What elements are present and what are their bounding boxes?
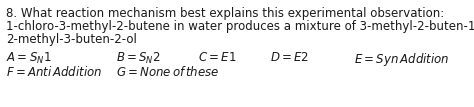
Text: $D = E2$: $D = E2$: [270, 51, 309, 64]
Text: $F = Anti\,Addition$: $F = Anti\,Addition$: [6, 65, 102, 79]
Text: $A = S_{N}1$: $A = S_{N}1$: [6, 51, 51, 66]
Text: $E = Syn\,Addition$: $E = Syn\,Addition$: [354, 51, 449, 68]
Text: 1-chloro-3-methyl-2-butene in water produces a mixture of 3-methyl-2-buten-1-ol : 1-chloro-3-methyl-2-butene in water prod…: [6, 20, 474, 33]
Text: $C = E1$: $C = E1$: [198, 51, 237, 64]
Text: 2-methyl-3-buten-2-ol: 2-methyl-3-buten-2-ol: [6, 33, 137, 46]
Text: $G = None\,of\,these$: $G = None\,of\,these$: [116, 65, 219, 79]
Text: 8. What reaction mechanism best explains this experimental observation:: 8. What reaction mechanism best explains…: [6, 7, 444, 20]
Text: $B = S_{N}2$: $B = S_{N}2$: [116, 51, 161, 66]
